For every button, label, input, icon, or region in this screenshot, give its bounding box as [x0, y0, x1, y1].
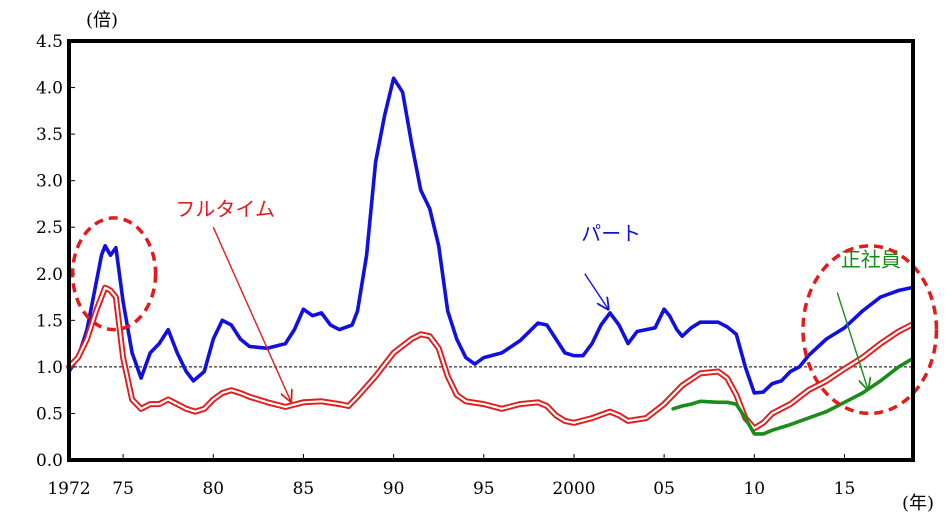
x-axis-ticks: 1972 75 80 85 90 95 2000 05 10 15: [47, 454, 855, 499]
highlight-ellipse: [70, 216, 158, 332]
x-tick-label: 1972: [47, 479, 90, 499]
y-tick-label: 3.5: [36, 125, 63, 145]
series-group: [66, 76, 915, 436]
y-tick-label: 4.5: [36, 32, 63, 52]
y-tick-label: 4.0: [36, 79, 63, 99]
highlight-ellipse: [801, 244, 939, 416]
y-tick-label: 1.0: [36, 358, 63, 378]
x-tick-label: 2000: [552, 479, 595, 499]
x-tick-label: 80: [202, 479, 224, 499]
annotation-arrow: [212, 226, 291, 401]
plot-frame: [67, 39, 915, 462]
annotation-label: パート: [581, 221, 641, 245]
x-tick-label: 05: [653, 479, 675, 499]
y-tick-label: 0.5: [36, 404, 63, 424]
y-tick-label: 3.0: [36, 172, 63, 192]
annotation-label: フルタイム: [175, 197, 275, 221]
y-axis-ticks: 0.0 0.5 1.0 1.5 2.0 2.5 3.0 3.5 4.0 4.5: [36, 32, 75, 471]
series-part-line: [67, 76, 913, 395]
annotation-arrow: [836, 292, 868, 389]
y-tick-label: 2.0: [36, 265, 63, 285]
y-tick-label: 2.5: [36, 218, 63, 238]
x-tick-label: 95: [473, 479, 495, 499]
series-regular-line: [671, 357, 913, 436]
x-tick-label: 15: [834, 479, 856, 499]
y-tick-label: 1.5: [36, 311, 63, 331]
y-tick-label: 0.0: [36, 451, 63, 471]
x-tick-label: 75: [112, 479, 134, 499]
x-unit-label: (年): [902, 493, 934, 514]
highlight-ellipses: [70, 216, 939, 416]
x-tick-label: 85: [293, 479, 315, 499]
x-tick-label: 10: [743, 479, 765, 499]
y-unit-label: (倍): [86, 10, 118, 31]
annotation-arrow: [584, 273, 608, 309]
x-tick-label: 90: [383, 479, 405, 499]
